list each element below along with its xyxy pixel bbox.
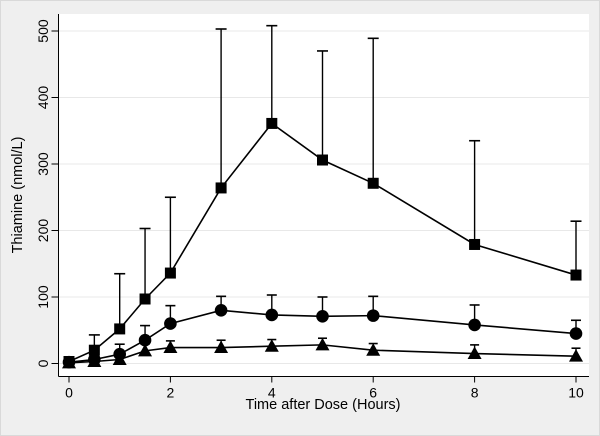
- marker-triangle: [366, 343, 381, 356]
- marker-triangle: [62, 355, 76, 369]
- marker-square: [139, 293, 151, 305]
- y-tick-label: 300: [35, 152, 51, 176]
- x-tick-label: 4: [268, 385, 276, 401]
- x-tick-label: 10: [568, 385, 584, 401]
- x-tick-label: 2: [167, 385, 175, 401]
- marker-square: [469, 238, 481, 250]
- marker-square: [215, 182, 227, 194]
- marker-triangle: [87, 354, 102, 368]
- y-axis-ticks: 0 100 200 300 400 500: [35, 19, 59, 367]
- marker-triangle: [112, 352, 127, 366]
- marker-triangle: [315, 337, 330, 351]
- marker-circle: [138, 333, 152, 347]
- y-tick-label: 400: [35, 86, 51, 110]
- marker-circle: [569, 327, 583, 340]
- marker-triangle: [467, 346, 482, 360]
- marker-triangle: [163, 340, 178, 354]
- marker-square: [570, 269, 582, 281]
- marker-triangle: [214, 340, 229, 354]
- x-axis-title: Time after Dose (Hours): [245, 397, 401, 413]
- y-axis-title: Thiamine (nmol/L): [10, 136, 26, 254]
- x-tick-label: 0: [65, 385, 73, 401]
- y-tick-label: 500: [35, 19, 51, 43]
- marker-triangle: [569, 349, 583, 362]
- x-tick-label: 6: [369, 385, 377, 401]
- marker-circle: [265, 308, 279, 322]
- marker-square: [367, 177, 379, 189]
- marker-square: [164, 267, 176, 279]
- marker-square: [266, 117, 278, 129]
- marker-square: [114, 323, 126, 335]
- marker-circle: [214, 304, 228, 317]
- marker-circle: [366, 309, 380, 322]
- x-axis-ticks: 0 2 4 6 8 10: [65, 376, 584, 401]
- y-tick-label: 200: [35, 219, 51, 243]
- marker-square: [88, 344, 100, 356]
- x-tick-label: 8: [471, 385, 479, 401]
- marker-triangle: [264, 339, 279, 352]
- y-tick-label: 100: [35, 285, 51, 309]
- marker-circle: [164, 317, 177, 330]
- series-triangles-low-curve: [62, 337, 583, 369]
- marker-square: [317, 154, 328, 166]
- marker-triangle: [138, 343, 153, 357]
- marker-circle: [316, 309, 329, 323]
- y-tick-label: 0: [35, 359, 51, 367]
- marker-circle: [468, 318, 481, 332]
